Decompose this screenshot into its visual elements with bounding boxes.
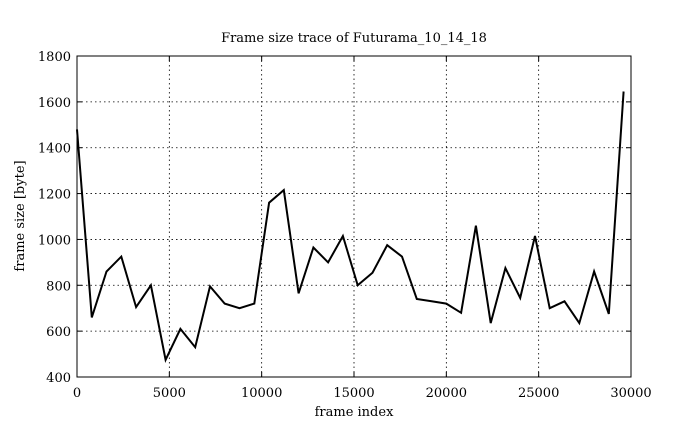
y-tick-label: 1600 bbox=[38, 96, 71, 111]
y-tick-label: 800 bbox=[46, 279, 71, 294]
y-tick-label: 400 bbox=[46, 371, 71, 386]
x-tick-labels: 0 5000 10000 15000 20000 25000 30000 bbox=[73, 386, 652, 401]
x-axis-label: frame index bbox=[315, 405, 394, 420]
x-tick-label: 20000 bbox=[426, 386, 467, 401]
y-tick-label: 600 bbox=[46, 325, 71, 340]
y-tick-label: 1400 bbox=[38, 142, 71, 157]
x-tick-label: 0 bbox=[73, 386, 81, 401]
x-tick-label: 25000 bbox=[518, 386, 559, 401]
y-tick-labels: 400 600 800 1000 1200 1400 1600 1800 bbox=[38, 50, 71, 386]
y-tick-label: 1000 bbox=[38, 233, 71, 248]
x-tick-label: 5000 bbox=[153, 386, 186, 401]
y-tick-label: 1800 bbox=[38, 50, 71, 65]
x-tick-label: 10000 bbox=[241, 386, 282, 401]
y-tick-label: 1200 bbox=[38, 188, 71, 203]
chart-title: Frame size trace of Futurama_10_14_18 bbox=[221, 31, 487, 46]
ticks bbox=[76, 55, 632, 378]
series-line bbox=[76, 91, 625, 363]
y-axis-label: frame size [byte] bbox=[13, 160, 28, 271]
x-tick-label: 15000 bbox=[333, 386, 374, 401]
x-tick-label: 30000 bbox=[610, 386, 651, 401]
